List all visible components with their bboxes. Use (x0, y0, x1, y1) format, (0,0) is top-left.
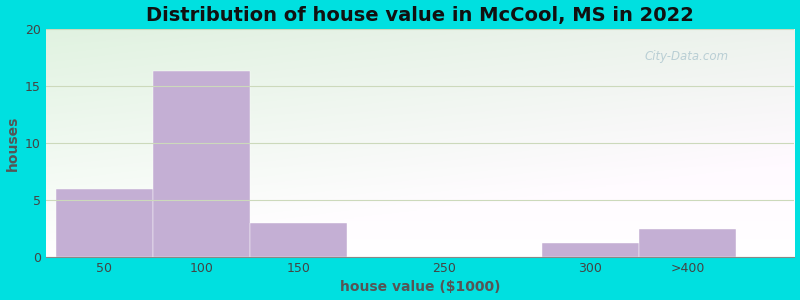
X-axis label: house value ($1000): house value ($1000) (340, 280, 500, 294)
Bar (639, 229, 736, 257)
Text: City-Data.com: City-Data.com (645, 50, 729, 63)
Bar (153, 71, 250, 257)
Bar (55, 189, 153, 257)
Bar (250, 223, 347, 257)
Y-axis label: houses: houses (6, 115, 19, 171)
Bar (542, 243, 639, 257)
Title: Distribution of house value in McCool, MS in 2022: Distribution of house value in McCool, M… (146, 6, 694, 25)
